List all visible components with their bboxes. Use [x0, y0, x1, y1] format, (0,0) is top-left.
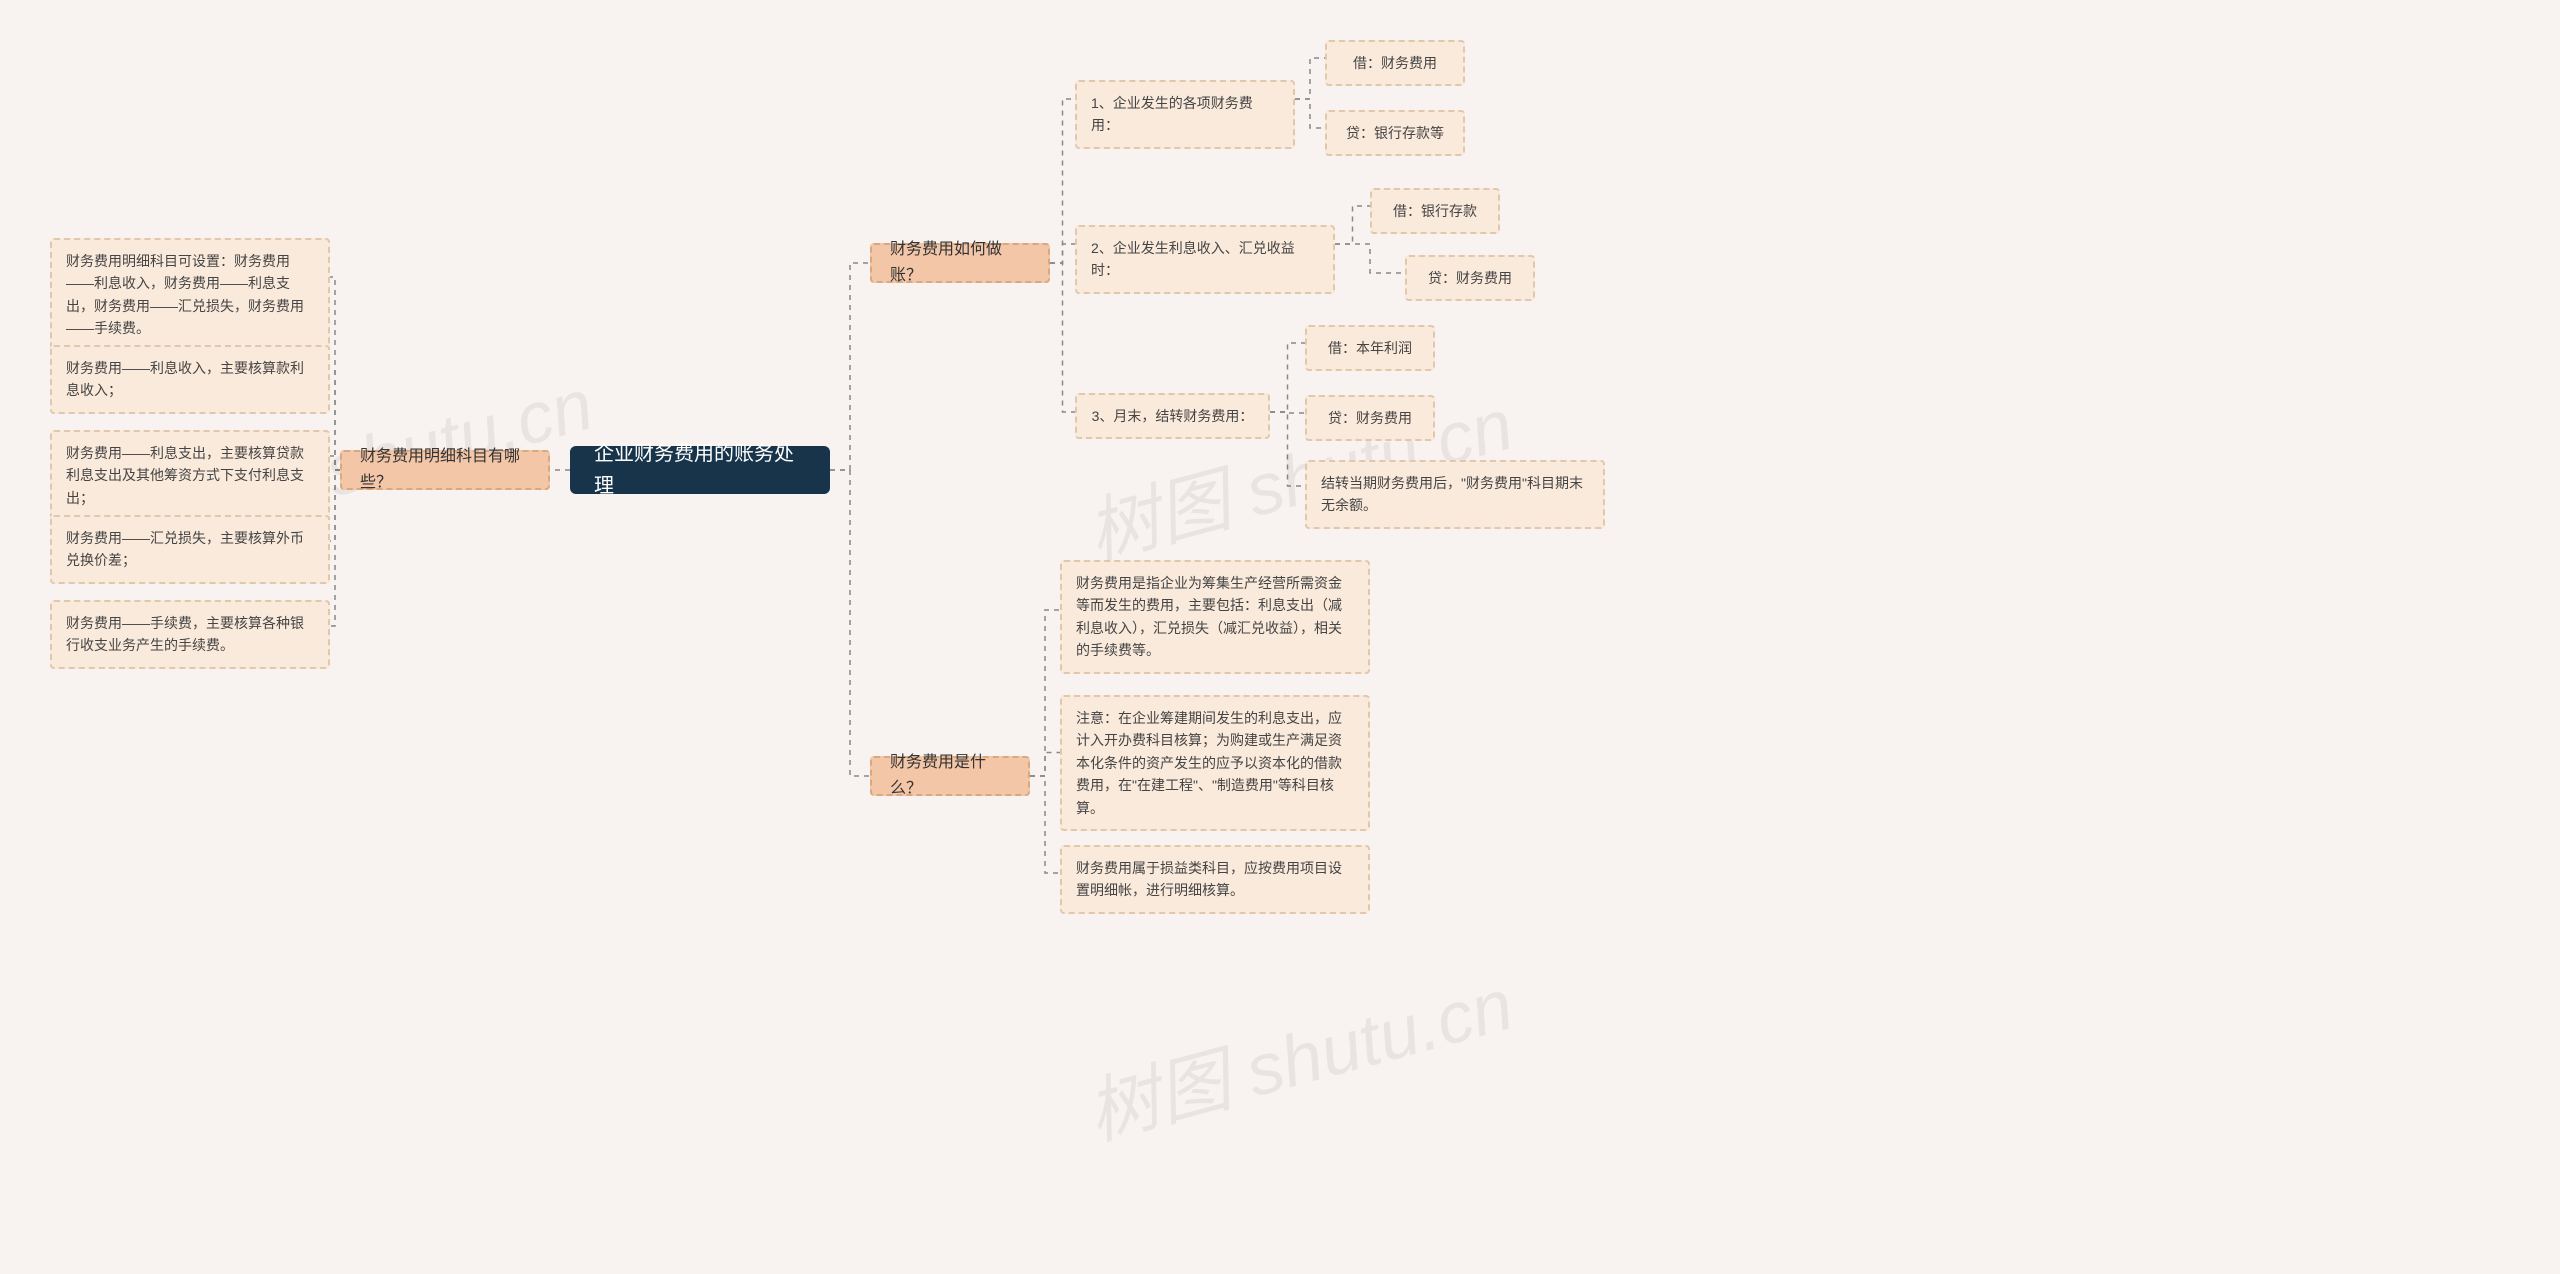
leaf-r1b1: 借：银行存款 [1370, 188, 1500, 234]
leaf-r1b: 2、企业发生利息收入、汇兑收益时： [1075, 225, 1335, 294]
leaf-r1c: 3、月末，结转财务费用： [1075, 393, 1270, 439]
watermark: 树图 shutu.cn [1074, 945, 1523, 1159]
leaf-l2: 财务费用——利息收入，主要核算款利息收入； [50, 345, 330, 414]
leaf-r1a1: 借：财务费用 [1325, 40, 1465, 86]
branch-detail-accounts: 财务费用明细科目有哪些？ [340, 450, 550, 490]
leaf-l1: 财务费用明细科目可设置：财务费用——利息收入，财务费用——利息支出，财务费用——… [50, 238, 330, 352]
leaf-r1a: 1、企业发生的各项财务费用： [1075, 80, 1295, 149]
leaf-r1c2: 贷：财务费用 [1305, 395, 1435, 441]
leaf-l5: 财务费用——手续费，主要核算各种银行收支业务产生的手续费。 [50, 600, 330, 669]
leaf-r1c1: 借：本年利润 [1305, 325, 1435, 371]
mindmap-root: 企业财务费用的账务处理 [570, 446, 830, 494]
leaf-l3: 财务费用——利息支出，主要核算贷款利息支出及其他筹资方式下支付利息支出； [50, 430, 330, 521]
leaf-r2b: 注意：在企业筹建期间发生的利息支出，应计入开办费科目核算；为购建或生产满足资本化… [1060, 695, 1370, 831]
leaf-r2a: 财务费用是指企业为筹集生产经营所需资金等而发生的费用，主要包括：利息支出（减利息… [1060, 560, 1370, 674]
branch-how-to-book: 财务费用如何做账？ [870, 243, 1050, 283]
leaf-r1b2: 贷：财务费用 [1405, 255, 1535, 301]
leaf-r1c3: 结转当期财务费用后，"财务费用"科目期末无余额。 [1305, 460, 1605, 529]
leaf-r1a2: 贷：银行存款等 [1325, 110, 1465, 156]
leaf-l4: 财务费用——汇兑损失，主要核算外币兑换价差； [50, 515, 330, 584]
branch-what-is: 财务费用是什么？ [870, 756, 1030, 796]
leaf-r2c: 财务费用属于损益类科目，应按费用项目设置明细帐，进行明细核算。 [1060, 845, 1370, 914]
